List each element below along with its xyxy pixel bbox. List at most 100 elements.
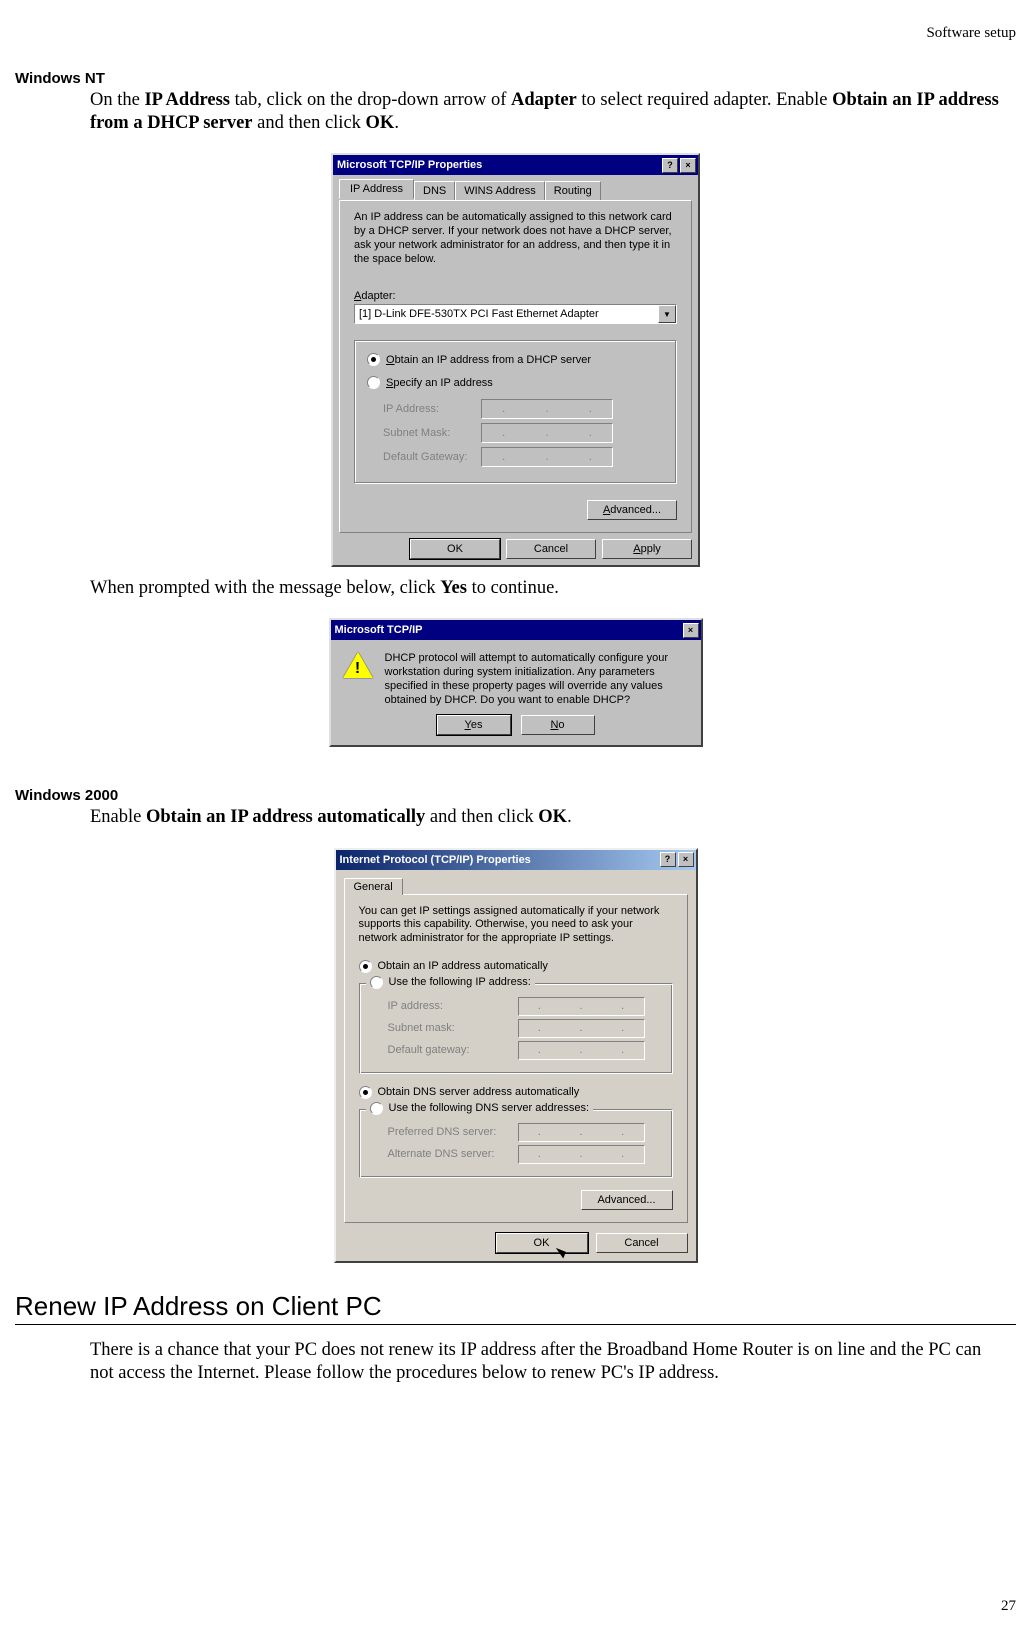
- field-label: IP address:: [388, 1000, 518, 1012]
- bold-text: IP Address: [144, 90, 230, 110]
- radio-icon: [367, 353, 380, 366]
- running-header: Software setup: [926, 25, 1016, 42]
- radio-icon: [367, 376, 380, 389]
- field-label: Preferred DNS server:: [388, 1126, 518, 1138]
- text: .: [394, 113, 399, 133]
- radio-icon: [359, 960, 372, 973]
- bold-text: OK: [366, 113, 395, 133]
- ip-group: Use the following IP address: IP address…: [359, 983, 673, 1074]
- dns-group: Use the following DNS server addresses: …: [359, 1109, 673, 1178]
- close-button[interactable]: ×: [680, 158, 696, 173]
- heading-renew-ip: Renew IP Address on Client PC: [15, 1291, 1016, 1325]
- preferred-dns-input: ...: [518, 1123, 645, 1142]
- field-label: Default gateway:: [388, 1044, 518, 1056]
- title-text: Microsoft TCP/IP Properties: [337, 159, 660, 171]
- dialog-button-row: OK Cancel Apply: [333, 539, 698, 565]
- ip-address-row: IP Address: ...: [383, 399, 664, 419]
- bold-text: Yes: [440, 578, 467, 598]
- no-button[interactable]: No: [521, 715, 595, 735]
- ok-button[interactable]: OK: [410, 539, 500, 559]
- cancel-button[interactable]: Cancel: [506, 539, 596, 559]
- alternate-dns-input: ...: [518, 1145, 645, 1164]
- adapter-label: Adapter:: [354, 290, 677, 302]
- close-button[interactable]: ×: [678, 852, 694, 867]
- message-text: DHCP protocol will attempt to automatica…: [385, 652, 687, 707]
- title-text: Internet Protocol (TCP/IP) Properties: [340, 854, 658, 866]
- bold-text: OK: [538, 807, 567, 827]
- radio-use-following-ip[interactable]: Use the following IP address:: [366, 976, 535, 989]
- radio-obtain-dns-auto[interactable]: Obtain DNS server address automatically: [359, 1086, 673, 1099]
- paragraph-nt-prompt: When prompted with the message below, cl…: [90, 577, 1006, 600]
- field-label: IP Address:: [383, 403, 473, 415]
- page-number: 27: [1001, 1598, 1016, 1615]
- warning-icon: !: [343, 652, 373, 680]
- paragraph-renew: There is a chance that your PC does not …: [90, 1339, 1006, 1385]
- description-text: You can get IP settings assigned automat…: [359, 905, 673, 946]
- default-gateway-row: Default Gateway: ...: [383, 447, 664, 467]
- help-button[interactable]: ?: [660, 852, 676, 867]
- radio-obtain-dhcp[interactable]: Obtain an IP address from a DHCP server: [367, 353, 664, 366]
- help-button[interactable]: ?: [662, 158, 678, 173]
- radio-label: Use the following IP address:: [389, 976, 531, 988]
- tab-routing[interactable]: Routing: [545, 181, 601, 200]
- text: tab, click on the drop-down arrow of: [230, 90, 511, 110]
- advanced-button[interactable]: Advanced...: [587, 500, 677, 520]
- subnet-mask-row: Subnet mask: ...: [388, 1019, 662, 1038]
- chevron-down-icon[interactable]: ▼: [658, 305, 676, 323]
- radio-label: Specify an IP address: [386, 377, 493, 389]
- radio-label: Obtain an IP address from a DHCP server: [386, 354, 591, 366]
- radio-icon: [359, 1086, 372, 1099]
- field-label: Subnet mask:: [388, 1022, 518, 1034]
- default-gateway-row: Default gateway: ...: [388, 1041, 662, 1060]
- ok-button[interactable]: OK: [496, 1233, 588, 1253]
- heading-windows-2000: Windows 2000: [15, 787, 1016, 804]
- tab-pane: An IP address can be automatically assig…: [339, 200, 692, 533]
- field-label: Default Gateway:: [383, 451, 473, 463]
- text: .: [567, 807, 572, 827]
- tab-pane: You can get IP settings assigned automat…: [344, 894, 688, 1223]
- text: and then click: [253, 113, 366, 133]
- close-button[interactable]: ×: [683, 623, 699, 638]
- w2k-tcpip-properties-dialog: Internet Protocol (TCP/IP) Properties ? …: [334, 848, 698, 1263]
- bold-text: Obtain an IP address automatically: [146, 807, 425, 827]
- text: to select required adapter. Enable: [577, 90, 832, 110]
- tab-wins-address[interactable]: WINS Address: [455, 181, 545, 200]
- tab-dns[interactable]: DNS: [414, 181, 455, 200]
- adapter-combobox[interactable]: [1] D-Link DFE-530TX PCI Fast Ethernet A…: [354, 304, 677, 324]
- radio-specify-ip[interactable]: Specify an IP address: [367, 376, 664, 389]
- radio-obtain-ip-auto[interactable]: Obtain an IP address automatically: [359, 960, 673, 973]
- default-gateway-input: ...: [481, 447, 613, 467]
- alternate-dns-row: Alternate DNS server: ...: [388, 1145, 662, 1164]
- advanced-button[interactable]: Advanced...: [581, 1190, 673, 1210]
- radio-use-following-dns[interactable]: Use the following DNS server addresses:: [366, 1102, 594, 1115]
- text: to continue.: [467, 578, 559, 598]
- subnet-mask-input: ...: [518, 1019, 645, 1038]
- field-label: Subnet Mask:: [383, 427, 473, 439]
- dialog-button-row: OK Cancel: [336, 1233, 696, 1261]
- tab-general[interactable]: General: [344, 878, 403, 895]
- default-gateway-input: ...: [518, 1041, 645, 1060]
- nt-tcpip-properties-dialog: Microsoft TCP/IP Properties ? × IP Addre…: [331, 153, 700, 567]
- radio-icon: [370, 976, 383, 989]
- ip-address-input: ...: [481, 399, 613, 419]
- ip-mode-group: Obtain an IP address from a DHCP server …: [354, 340, 677, 484]
- titlebar[interactable]: Microsoft TCP/IP Properties ? ×: [333, 155, 698, 175]
- nt-dhcp-confirm-dialog: Microsoft TCP/IP × ! DHCP protocol will …: [329, 618, 703, 747]
- ip-address-input: ...: [518, 997, 645, 1016]
- tab-ip-address[interactable]: IP Address: [339, 179, 414, 199]
- apply-button[interactable]: Apply: [602, 539, 692, 559]
- paragraph-nt-instructions: On the IP Address tab, click on the drop…: [90, 89, 1006, 135]
- cancel-button[interactable]: Cancel: [596, 1233, 688, 1253]
- description-text: An IP address can be automatically assig…: [354, 211, 677, 266]
- radio-icon: [370, 1102, 383, 1115]
- subnet-mask-input: ...: [481, 423, 613, 443]
- dialog-button-row: Yes No: [331, 715, 701, 745]
- titlebar[interactable]: Internet Protocol (TCP/IP) Properties ? …: [336, 850, 696, 870]
- titlebar[interactable]: Microsoft TCP/IP ×: [331, 620, 701, 640]
- subnet-mask-row: Subnet Mask: ...: [383, 423, 664, 443]
- text: Enable: [90, 807, 146, 827]
- tab-strip: General: [336, 870, 696, 894]
- yes-button[interactable]: Yes: [437, 715, 511, 735]
- ip-address-row: IP address: ...: [388, 997, 662, 1016]
- adapter-value: [1] D-Link DFE-530TX PCI Fast Ethernet A…: [355, 308, 658, 320]
